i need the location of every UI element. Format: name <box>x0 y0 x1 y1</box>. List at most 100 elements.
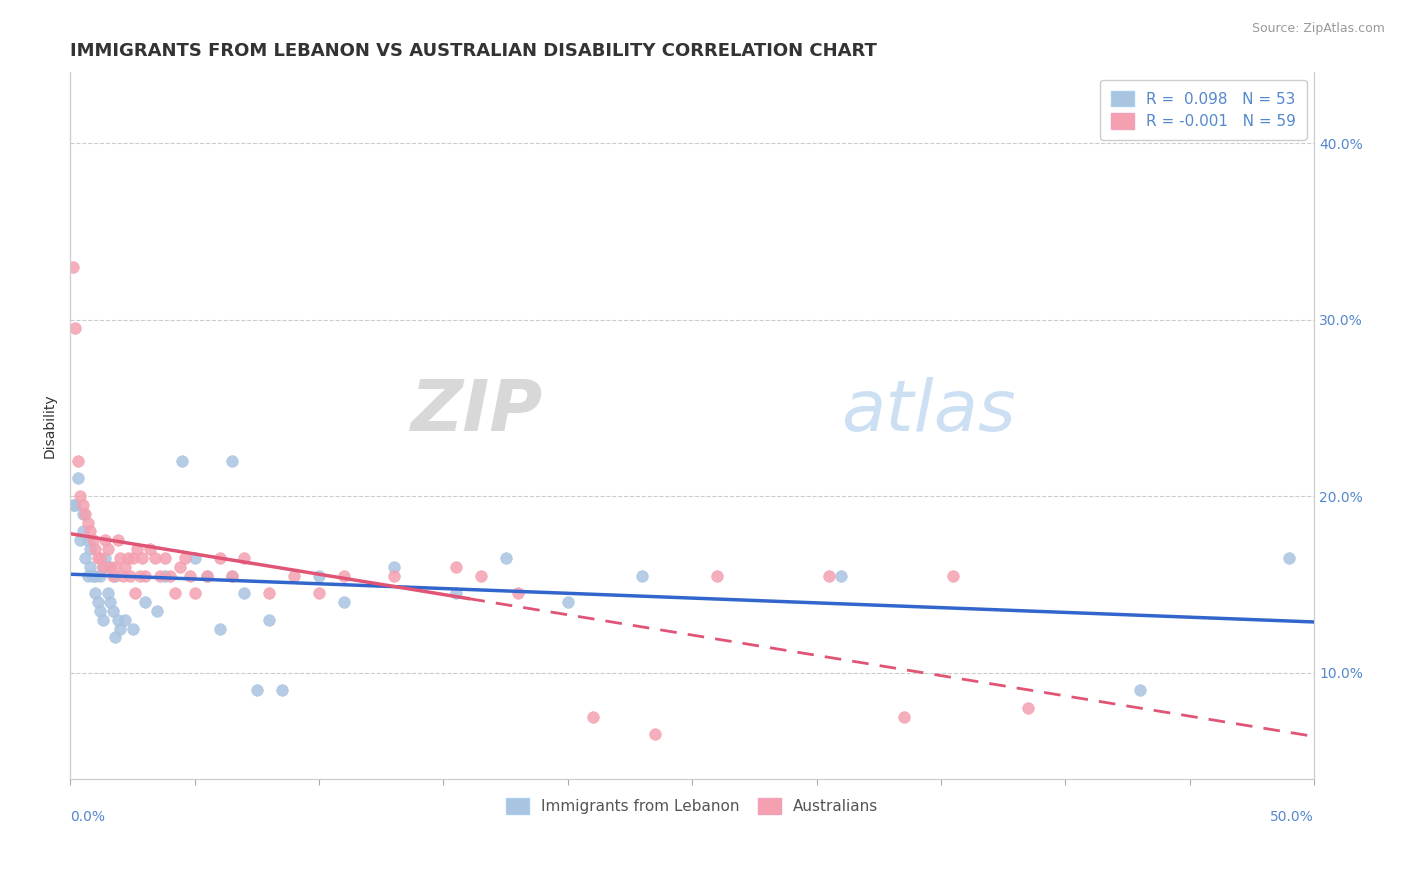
Point <box>259 586 281 600</box>
Point <box>98 559 121 574</box>
Point <box>86 595 108 609</box>
Legend: Immigrants from Lebanon, Australians: Immigrants from Lebanon, Australians <box>501 792 884 821</box>
Point <box>221 568 243 582</box>
Point <box>76 533 98 548</box>
Text: 0.0%: 0.0% <box>70 810 105 824</box>
Point <box>75 507 97 521</box>
Point <box>470 568 492 582</box>
Point <box>308 586 330 600</box>
Point <box>308 568 330 582</box>
Point <box>582 710 605 724</box>
Point <box>89 568 111 582</box>
Point <box>246 683 269 698</box>
Point <box>65 321 87 335</box>
Point <box>195 568 218 582</box>
Point <box>89 604 111 618</box>
Point <box>101 568 124 582</box>
Point <box>108 622 131 636</box>
Text: atlas: atlas <box>841 377 1017 446</box>
Point <box>146 604 169 618</box>
Point <box>114 613 136 627</box>
Point <box>97 586 120 600</box>
Point <box>89 550 111 565</box>
Point <box>173 550 195 565</box>
Point <box>69 533 91 548</box>
Text: ZIP: ZIP <box>411 377 543 446</box>
Point <box>333 568 356 582</box>
Point <box>942 568 965 582</box>
Point <box>221 568 243 582</box>
Point <box>221 454 243 468</box>
Point <box>91 559 114 574</box>
Point <box>94 550 117 565</box>
Point <box>86 550 108 565</box>
Point <box>163 586 186 600</box>
Point <box>117 550 139 565</box>
Point <box>495 550 517 565</box>
Point <box>94 533 117 548</box>
Point <box>270 683 292 698</box>
Point <box>149 568 172 582</box>
Point <box>172 454 194 468</box>
Point <box>82 568 104 582</box>
Point <box>97 559 120 574</box>
Point <box>127 542 149 557</box>
Point <box>153 568 176 582</box>
Point <box>107 613 129 627</box>
Point <box>124 586 146 600</box>
Point <box>65 498 87 512</box>
Point <box>134 595 156 609</box>
Point <box>79 559 101 574</box>
Point <box>79 524 101 539</box>
Text: IMMIGRANTS FROM LEBANON VS AUSTRALIAN DISABILITY CORRELATION CHART: IMMIGRANTS FROM LEBANON VS AUSTRALIAN DI… <box>70 42 877 60</box>
Point <box>114 559 136 574</box>
Point <box>169 559 191 574</box>
Point <box>129 568 152 582</box>
Point <box>893 710 915 724</box>
Point <box>79 542 101 557</box>
Point <box>66 471 89 485</box>
Point <box>62 498 84 512</box>
Point <box>183 550 205 565</box>
Point <box>72 524 94 539</box>
Point <box>179 568 201 582</box>
Point <box>333 595 356 609</box>
Point <box>134 568 156 582</box>
Point <box>97 542 120 557</box>
Point <box>195 568 218 582</box>
Point <box>233 550 256 565</box>
Point <box>91 613 114 627</box>
Point <box>84 568 107 582</box>
Point <box>183 586 205 600</box>
Point <box>104 559 127 574</box>
Point <box>830 568 852 582</box>
Point <box>259 613 281 627</box>
Point <box>1278 550 1301 565</box>
Point <box>101 604 124 618</box>
Point <box>121 622 143 636</box>
Point <box>66 454 89 468</box>
Point <box>84 586 107 600</box>
Point <box>91 559 114 574</box>
Point <box>111 568 134 582</box>
Point <box>208 622 231 636</box>
Y-axis label: Disability: Disability <box>44 393 58 458</box>
Point <box>444 559 467 574</box>
Point <box>118 568 141 582</box>
Text: Source: ZipAtlas.com: Source: ZipAtlas.com <box>1251 22 1385 36</box>
Point <box>98 595 121 609</box>
Point <box>818 568 841 582</box>
Point <box>84 542 107 557</box>
Point <box>208 550 231 565</box>
Point <box>62 260 84 274</box>
Point <box>143 550 166 565</box>
Point <box>557 595 579 609</box>
Point <box>104 631 127 645</box>
Point <box>233 586 256 600</box>
Point <box>82 533 104 548</box>
Point <box>76 568 98 582</box>
Point <box>159 568 181 582</box>
Point <box>506 586 529 600</box>
Point <box>108 550 131 565</box>
Point <box>444 586 467 600</box>
